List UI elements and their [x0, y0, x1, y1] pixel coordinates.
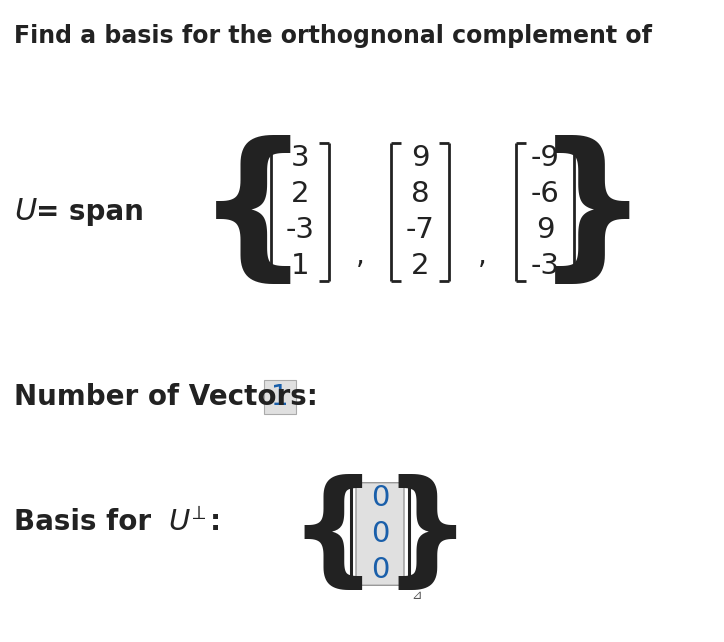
Text: ,: , — [355, 242, 364, 270]
Text: 2: 2 — [411, 252, 429, 280]
Text: -7: -7 — [405, 216, 434, 244]
Text: {: { — [289, 474, 377, 594]
Text: Number of Vectors:: Number of Vectors: — [14, 383, 318, 411]
Text: -3: -3 — [285, 216, 314, 244]
Text: :: : — [210, 508, 221, 536]
Text: }: } — [382, 474, 471, 594]
Text: Basis for: Basis for — [14, 508, 161, 536]
Text: -9: -9 — [531, 144, 560, 172]
Text: 8: 8 — [411, 180, 429, 208]
Text: 3: 3 — [291, 144, 309, 172]
Text: 0: 0 — [371, 556, 390, 584]
Text: ,: , — [478, 242, 487, 270]
Text: $\it{U}$: $\it{U}$ — [14, 196, 38, 227]
Text: 0: 0 — [371, 484, 390, 512]
Text: -3: -3 — [531, 252, 560, 280]
Text: }: } — [535, 135, 649, 290]
Text: 1: 1 — [291, 252, 309, 280]
Text: 9: 9 — [411, 144, 429, 172]
Text: 9: 9 — [536, 216, 555, 244]
Text: 1: 1 — [272, 383, 289, 411]
Text: = span: = span — [36, 198, 144, 226]
Text: 0: 0 — [371, 520, 390, 548]
Text: {: { — [195, 135, 310, 290]
FancyBboxPatch shape — [356, 483, 404, 586]
FancyBboxPatch shape — [264, 380, 296, 414]
Text: -6: -6 — [531, 180, 560, 208]
Text: ⊿: ⊿ — [411, 589, 421, 602]
Text: $\it{U}^{\!\perp}$: $\it{U}^{\!\perp}$ — [168, 507, 207, 537]
Text: 2: 2 — [291, 180, 309, 208]
Text: Find a basis for the orthognonal complement of: Find a basis for the orthognonal complem… — [14, 24, 652, 48]
